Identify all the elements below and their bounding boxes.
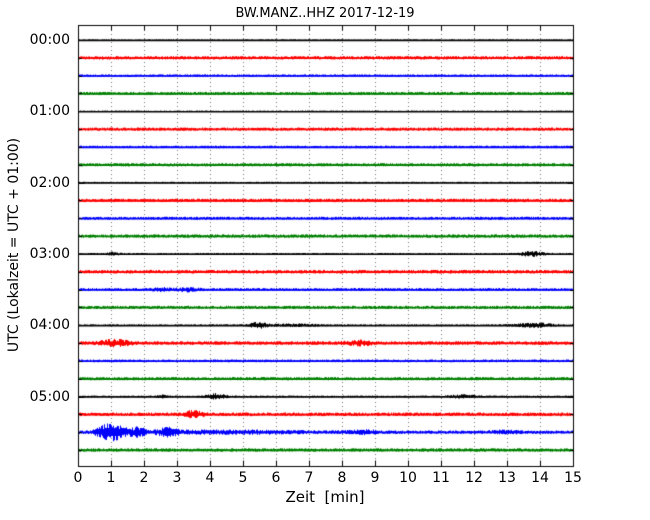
x-tick-label-12: 12 — [465, 470, 483, 486]
x-tick-label-2: 2 — [139, 470, 149, 486]
x-tick-label-10: 10 — [399, 470, 417, 486]
x-tick-label-9: 9 — [370, 470, 380, 486]
x-tick-label-11: 11 — [432, 470, 450, 486]
y-axis-label: UTC (Lokalzeit = UTC + 01:00) — [6, 137, 22, 353]
hour-label-0300: 03:00 — [29, 245, 70, 262]
x-axis-label: Zeit [min] — [285, 488, 365, 506]
x-tick-label-14: 14 — [531, 470, 549, 486]
hour-label-0400: 04:00 — [29, 317, 70, 334]
hour-label-0000: 00:00 — [29, 32, 70, 48]
x-tick-label-0: 0 — [73, 470, 83, 486]
hour-label-0200: 02:00 — [29, 174, 70, 191]
hour-label-0500: 05:00 — [29, 388, 70, 405]
x-tick-label-6: 6 — [271, 470, 281, 486]
x-tick-label-13: 13 — [498, 470, 516, 486]
x-tick-label-5: 5 — [238, 470, 248, 486]
x-tick-label-3: 3 — [172, 470, 182, 486]
x-tick-label-7: 7 — [304, 470, 314, 486]
x-tick-label-1: 1 — [106, 470, 116, 486]
x-tick-label-4: 4 — [205, 470, 215, 486]
hour-label-0100: 01:00 — [29, 103, 70, 120]
x-tick-label-8: 8 — [337, 470, 347, 486]
x-tick-label-15: 15 — [564, 470, 582, 486]
chart-title: BW.MANZ..HHZ 2017-12-19 — [235, 6, 415, 21]
